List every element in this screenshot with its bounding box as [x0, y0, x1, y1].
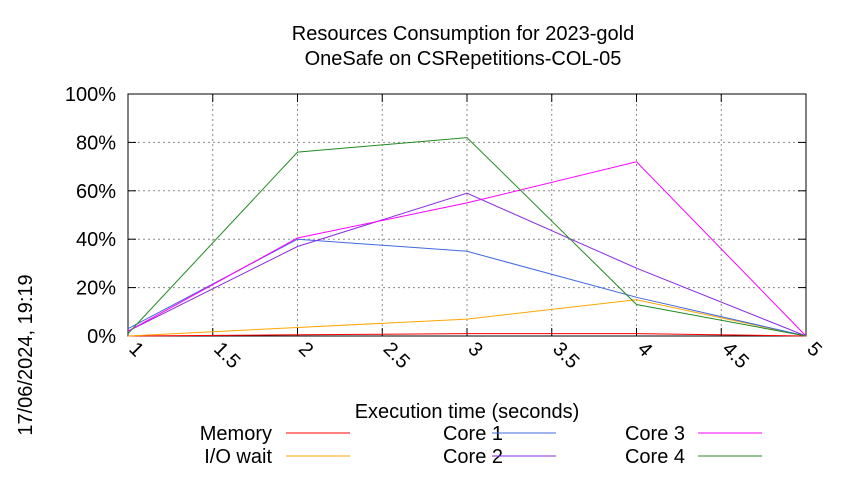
x-tick-label: 4 — [633, 338, 656, 361]
chart-title: Resources Consumption for 2023-gold OneS… — [292, 23, 634, 70]
y-tick-label: 20% — [76, 278, 116, 300]
side-timestamp: 17/06/2024, 19:19 — [15, 274, 37, 435]
legend-label-core-3: Core 3 — [625, 423, 685, 445]
x-tick-label: 2 — [294, 338, 317, 361]
y-tick-label: 80% — [76, 132, 116, 154]
x-tick-label: 1.5 — [209, 338, 244, 373]
x-tick-label: 3.5 — [548, 338, 583, 373]
x-axis-label: Execution time (seconds) — [355, 401, 580, 423]
x-tick-label: 2.5 — [379, 338, 414, 373]
y-tick-label: 100% — [65, 84, 116, 106]
x-tick-label: 5 — [802, 338, 825, 361]
y-tick-label: 0% — [87, 326, 116, 348]
legend-label-core-1: Core 1 — [443, 423, 503, 445]
series-line-memory — [127, 333, 807, 337]
y-tick-label: 60% — [76, 181, 116, 203]
legend-label-memory: Memory — [200, 423, 272, 445]
series-line-core-4 — [127, 137, 807, 337]
chart-title-line-2: OneSafe on CSRepetitions-COL-05 — [305, 48, 622, 70]
chart-title-line-1: Resources Consumption for 2023-gold — [292, 23, 634, 45]
legend-label-core-2: Core 2 — [443, 446, 503, 468]
series-line-core-2 — [127, 192, 807, 337]
legend-label-core-4: Core 4 — [625, 446, 685, 468]
series-line-i-o-wait — [127, 299, 807, 337]
legend-label-i-o-wait: I/O wait — [204, 446, 272, 468]
y-tick-label: 40% — [76, 229, 116, 251]
series-lines — [127, 137, 807, 337]
grid — [127, 93, 807, 337]
x-tick-label: 4.5 — [718, 338, 753, 373]
series-line-core-3 — [127, 161, 807, 337]
x-tick-label: 1 — [124, 338, 147, 361]
y-axis-ticks: 0% 20% 40% 60% 80% 100% — [65, 84, 806, 348]
x-tick-label: 3 — [463, 338, 486, 361]
